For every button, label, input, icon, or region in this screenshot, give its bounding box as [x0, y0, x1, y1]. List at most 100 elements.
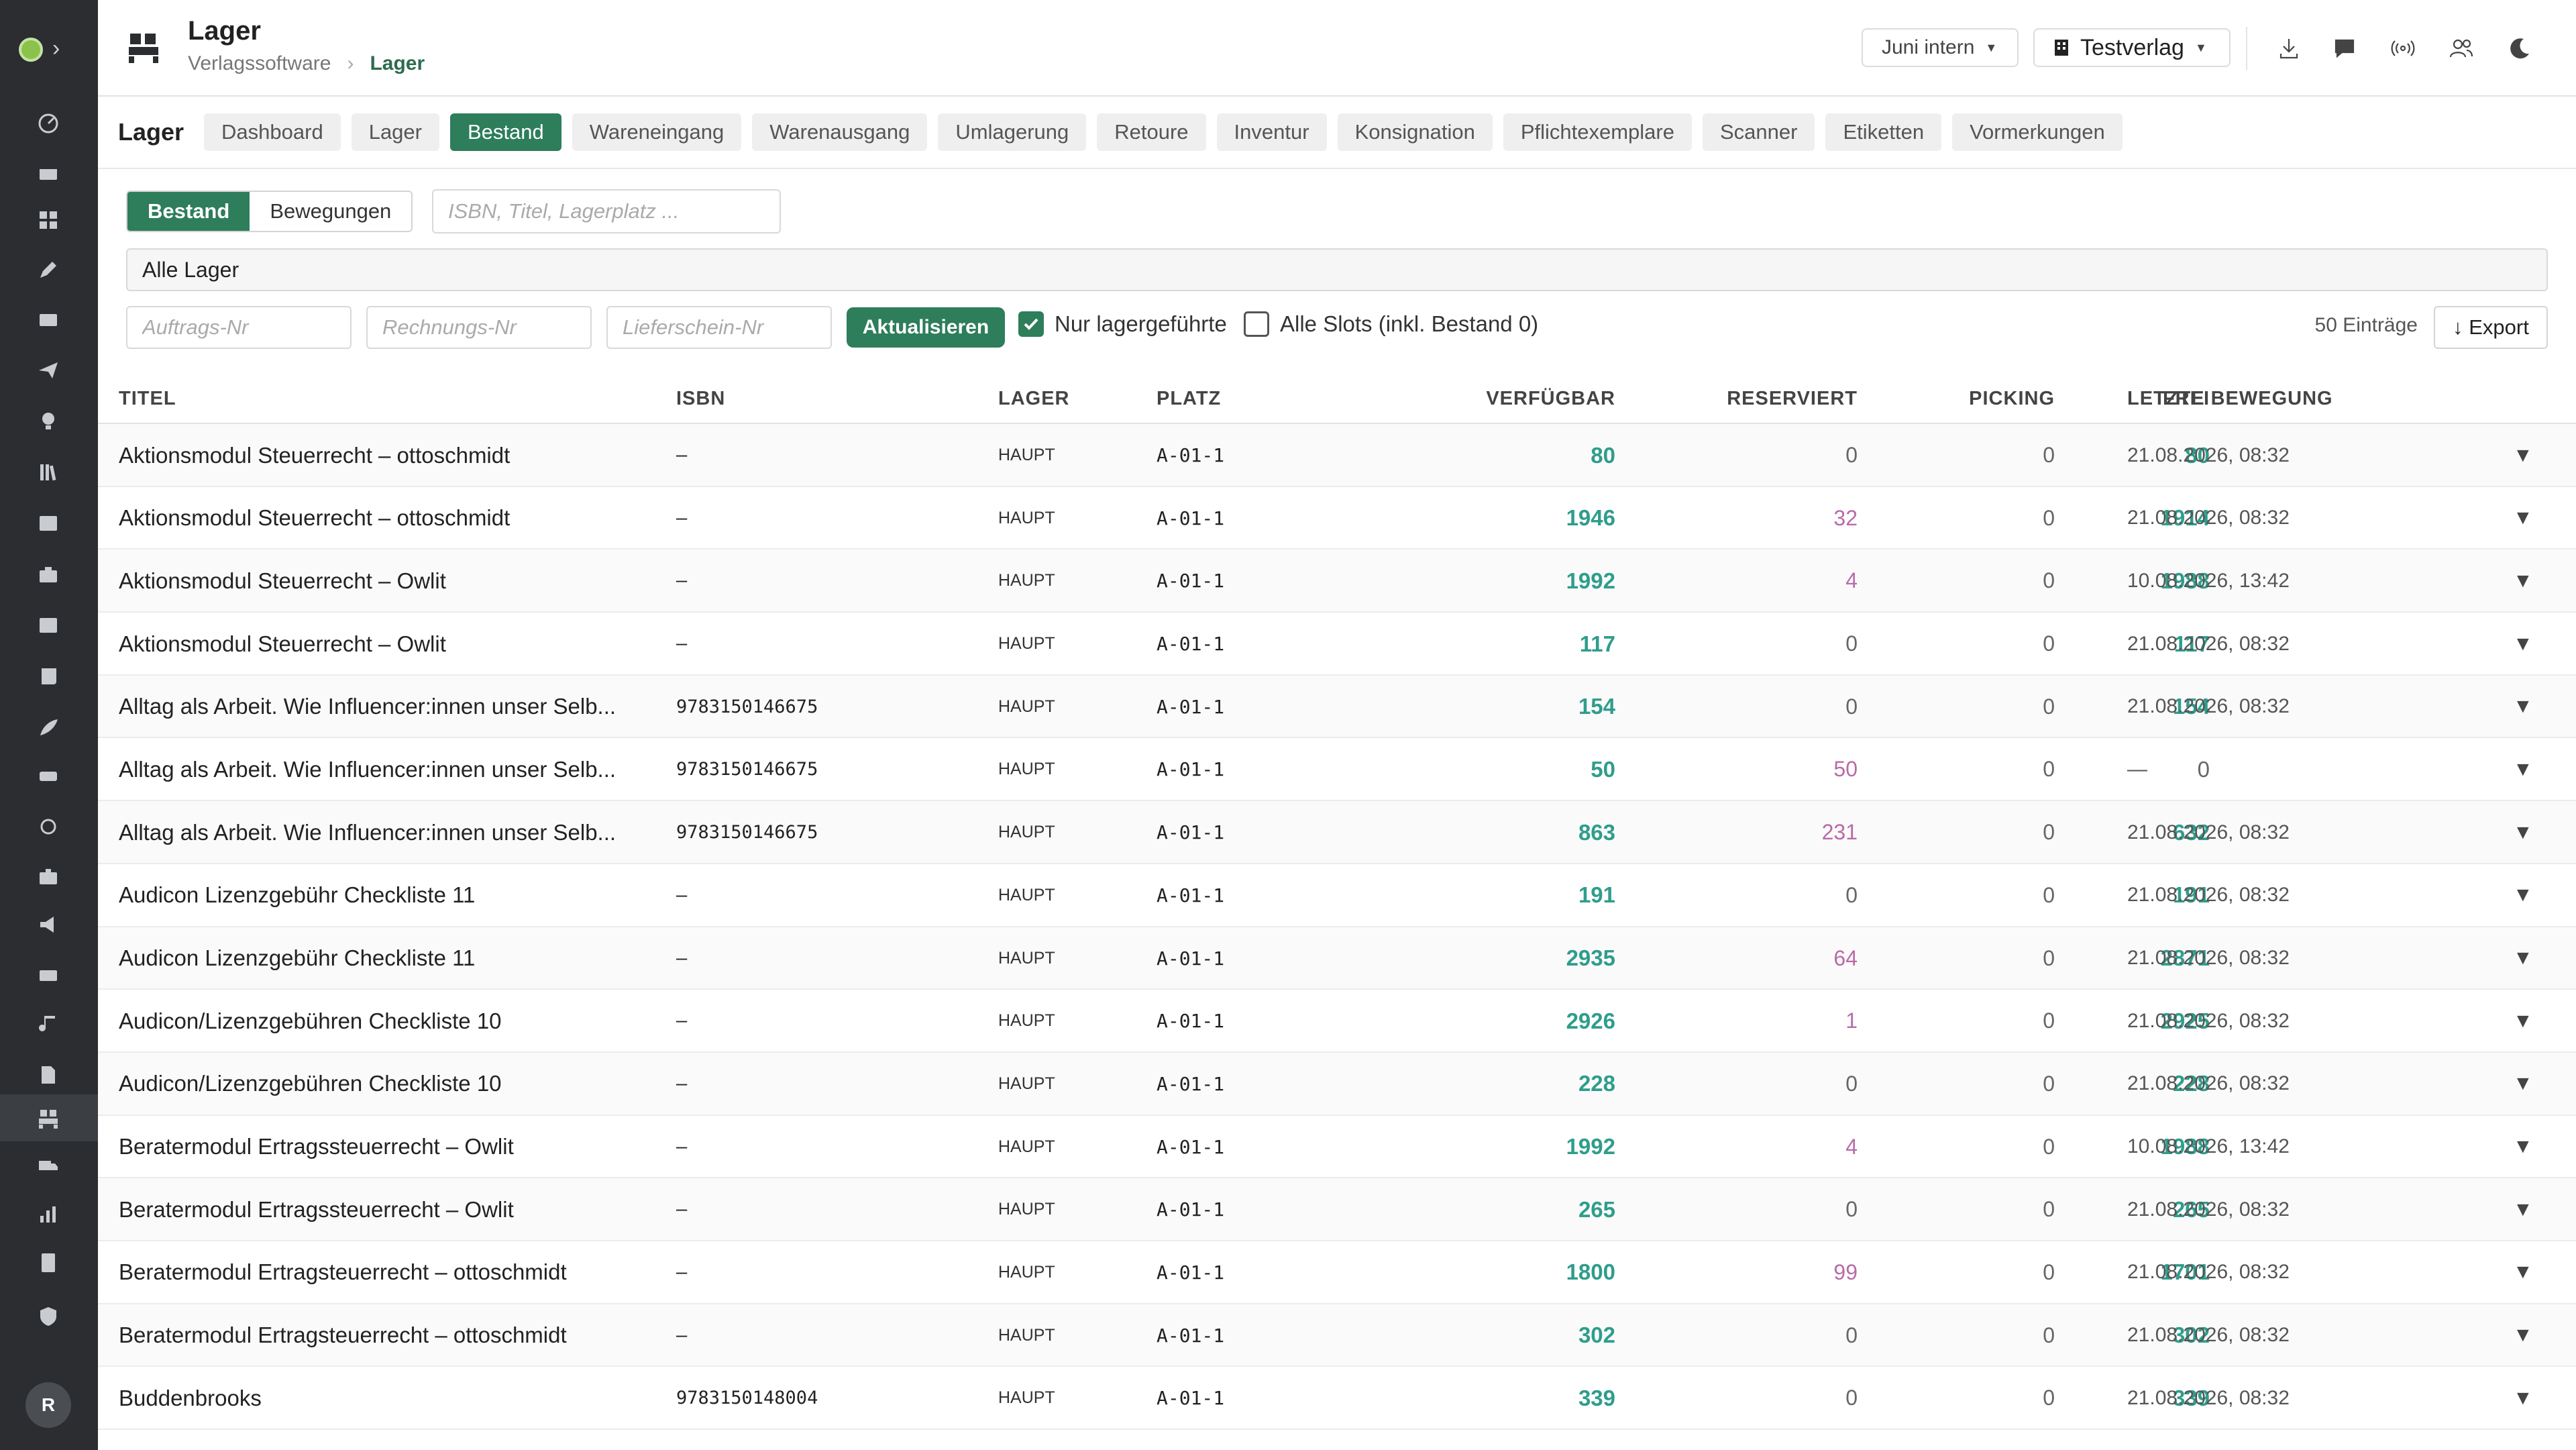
expand-row-icon[interactable]: ▼	[2513, 1261, 2533, 1284]
tab-lager[interactable]: Lager	[351, 113, 439, 151]
table-row[interactable]: Aktionsmodul Steuerrecht – Owlit – HAUPT A-…	[98, 550, 2576, 613]
expand-row-icon[interactable]: ▼	[2513, 632, 2533, 655]
tab-vormerkungen[interactable]: Vormerkungen	[1952, 113, 2123, 151]
table-row[interactable]: Audicon/Lizenzgebühren Checkliste 10 – HAU…	[98, 990, 2576, 1053]
tab-pflichtexemplare[interactable]: Pflichtexemplare	[1503, 113, 1692, 151]
invoice-number-input[interactable]	[366, 306, 592, 349]
delivery-note-input[interactable]	[606, 306, 832, 349]
expand-row-icon[interactable]: ▼	[2513, 1386, 2533, 1409]
column-header-verfuegbar[interactable]: Verfügbar	[1486, 388, 1615, 409]
expand-row-icon[interactable]: ▼	[2513, 1135, 2533, 1158]
library-icon[interactable]	[32, 456, 64, 488]
shield-icon[interactable]	[32, 1300, 64, 1333]
document-icon[interactable]	[32, 1059, 64, 1091]
broadcast-icon[interactable]	[2385, 31, 2420, 66]
users-icon[interactable]	[2444, 31, 2479, 66]
column-header-lager[interactable]: Lager	[998, 388, 1070, 409]
expand-row-icon[interactable]: ▼	[2513, 821, 2533, 843]
warehouse-icon[interactable]	[32, 1103, 64, 1135]
publisher-select[interactable]: Testverlag ▼	[2033, 28, 2231, 67]
table-row[interactable]: Beratermodul Ertragssteuerrecht – Owlit –…	[98, 1178, 2576, 1241]
expand-row-icon[interactable]: ▼	[2513, 695, 2533, 718]
edit-icon[interactable]	[32, 255, 64, 287]
drive-icon[interactable]	[32, 760, 64, 792]
table-row[interactable]: Audicon/Lizenzgebühren Checkliste 10 – HAU…	[98, 1052, 2576, 1116]
tab-warenausgang[interactable]: Warenausgang	[752, 113, 928, 151]
expand-row-icon[interactable]: ▼	[2513, 758, 2533, 780]
download-icon[interactable]	[2271, 31, 2306, 66]
expand-row-icon[interactable]: ▼	[2513, 884, 2533, 907]
all-slots-checkbox[interactable]: Alle Slots (inkl. Bestand 0)	[1244, 311, 1538, 337]
table-row[interactable]: Beratermodul Ertragsteuerrecht – ottosch…	[98, 1241, 2576, 1304]
period-select[interactable]: Juni intern ▼	[1862, 28, 2019, 67]
truck-icon[interactable]	[32, 1150, 64, 1182]
report-icon[interactable]	[32, 1247, 64, 1279]
only-stocked-checkbox[interactable]: Nur lagergeführte	[1018, 311, 1227, 337]
tab-retoure[interactable]: Retoure	[1097, 113, 1206, 151]
megaphone-icon[interactable]	[32, 909, 64, 941]
table-row[interactable]: Alltag als Arbeit. Wie Influencer:innen …	[98, 738, 2576, 802]
expand-row-icon[interactable]: ▼	[2513, 1324, 2533, 1347]
expand-row-icon[interactable]: ▼	[2513, 507, 2533, 529]
export-button[interactable]: ↓ Export	[2434, 306, 2548, 349]
table-row[interactable]: Aktionsmodul Steuerrecht – ottoschmidt – H…	[98, 424, 2576, 487]
expand-row-icon[interactable]: ▼	[2513, 1009, 2533, 1032]
table-row[interactable]: Audicon Lizenzgebühr Checkliste 11 – HAUPT…	[98, 864, 2576, 927]
tab-umlagerung[interactable]: Umlagerung	[938, 113, 1087, 151]
case-icon[interactable]	[32, 860, 64, 892]
newspaper-icon[interactable]	[32, 609, 64, 641]
circle-icon[interactable]	[32, 811, 64, 843]
inbox-icon[interactable]	[32, 303, 64, 335]
calendar-icon[interactable]	[32, 156, 64, 188]
search-input[interactable]	[432, 189, 781, 234]
table-row[interactable]: Aktionsmodul Steuerrecht – Owlit – HAUPT A-…	[98, 613, 2576, 676]
column-header-titel[interactable]: Titel	[119, 388, 176, 409]
lightbulb-icon[interactable]	[32, 405, 64, 437]
table-row[interactable]: Audicon Lizenzgebühr Checkliste 11 – HAUPT…	[98, 927, 2576, 990]
table-row[interactable]: Beratermodul Ertragsteuerrecht – ottosch…	[98, 1304, 2576, 1367]
ticket-icon[interactable]	[32, 960, 64, 992]
table-row[interactable]: Alltag als Arbeit. Wie Influencer:innen …	[98, 801, 2576, 864]
column-header-frei[interactable]: Frei	[2162, 388, 2210, 409]
chat-icon[interactable]	[2327, 31, 2362, 66]
expand-row-icon[interactable]: ▼	[2513, 1198, 2533, 1221]
avatar[interactable]: R	[25, 1382, 71, 1428]
tab-scanner[interactable]: Scanner	[1702, 113, 1815, 151]
grid-icon[interactable]	[32, 204, 64, 236]
order-number-input[interactable]	[126, 306, 352, 349]
expand-row-icon[interactable]: ▼	[2513, 569, 2533, 592]
dark-mode-icon[interactable]	[2502, 31, 2537, 66]
tab-wareneingang[interactable]: Wareneingang	[572, 113, 742, 151]
refresh-button[interactable]: Aktualisieren	[847, 307, 1005, 348]
expand-row-icon[interactable]: ▼	[2513, 1072, 2533, 1095]
image-icon[interactable]	[32, 507, 64, 539]
tab-dashboard[interactable]: Dashboard	[204, 113, 341, 151]
briefcase-icon[interactable]	[32, 558, 64, 590]
table-row[interactable]: Buddenbrooks 9783150148004 HAUPT A-01-1 339 0…	[98, 1367, 2576, 1430]
column-header-isbn[interactable]: ISBN	[676, 388, 726, 409]
column-header-picking[interactable]: Picking	[1969, 388, 2055, 409]
chart-icon[interactable]	[32, 1198, 64, 1231]
tab-konsignation[interactable]: Konsignation	[1337, 113, 1493, 151]
dashboard-gauge-icon[interactable]	[32, 107, 64, 140]
send-icon[interactable]	[32, 354, 64, 386]
table-row[interactable]: Alltag als Arbeit. Wie Influencer:innen …	[98, 675, 2576, 739]
tab-inventur[interactable]: Inventur	[1216, 113, 1327, 151]
tab-bestand[interactable]: Bestand	[450, 113, 561, 151]
sidebar-toggle[interactable]: ›	[0, 0, 98, 97]
breadcrumb-root[interactable]: Verlagssoftware	[188, 52, 331, 74]
table-row[interactable]: Aktionsmodul Steuerrecht – ottoschmidt – H…	[98, 486, 2576, 550]
lager-select[interactable]: Alle Lager	[126, 248, 2548, 291]
tab-etiketten[interactable]: Etiketten	[1825, 113, 1942, 151]
column-header-platz[interactable]: Platz	[1157, 388, 1222, 409]
expand-row-icon[interactable]: ▼	[2513, 947, 2533, 969]
music-icon[interactable]	[32, 1008, 64, 1040]
column-header-letzte-bewegung[interactable]: Letzte Bewegung	[2127, 388, 2333, 409]
feather-icon[interactable]	[32, 711, 64, 743]
scroll-icon[interactable]	[32, 660, 64, 692]
view-toggle-bestand[interactable]: Bestand	[127, 192, 250, 231]
column-header-reserviert[interactable]: Reserviert	[1727, 388, 1858, 409]
view-toggle-bewegungen[interactable]: Bewegungen	[250, 192, 412, 231]
breadcrumb-current[interactable]: Lager	[370, 52, 425, 74]
table-row[interactable]: Beratermodul Ertragssteuerrecht – Owlit –…	[98, 1115, 2576, 1179]
